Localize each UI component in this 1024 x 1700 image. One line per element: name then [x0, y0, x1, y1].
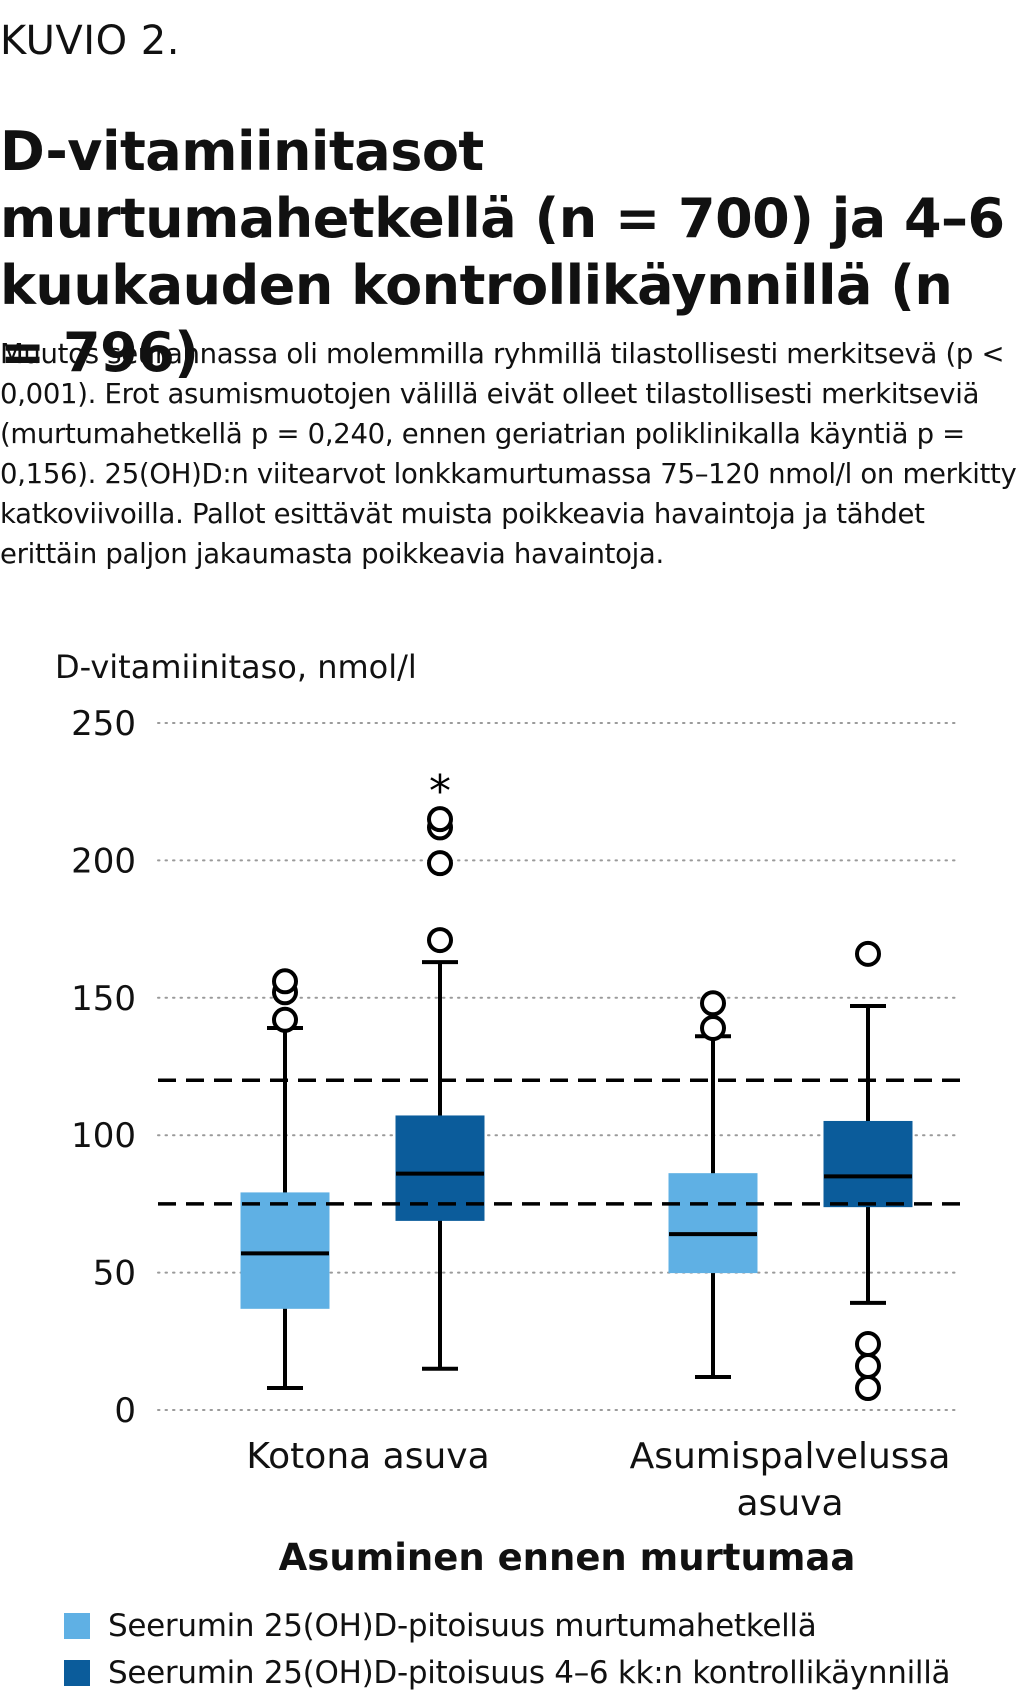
legend-label-followup: Seerumin 25(OH)D-pitoisuus 4–6 kk:n kont… [108, 1654, 951, 1691]
category-label-2-line-2: asuva [737, 1483, 844, 1524]
cat2-box2-outlier-2 [855, 1353, 881, 1380]
cat1-box2-outlier-4 [427, 806, 453, 833]
category-label-1: Kotona asuva [246, 1436, 489, 1477]
cat1-box1-outlier-1 [272, 1006, 298, 1033]
category-label-2-line-1: Asumispalvelussa [630, 1436, 951, 1477]
y-axis-label: D-vitamiinitaso, nmol/l [55, 648, 417, 686]
legend-label-baseline: Seerumin 25(OH)D-pitoisuus murtumahetkel… [108, 1607, 817, 1644]
y-tick-label-250: 250 [71, 704, 136, 744]
chart-subtitle: Muutos seurannassa oli molemmilla ryhmil… [0, 338, 1017, 570]
y-tick-label-150: 150 [71, 979, 136, 1019]
y-tick-label-100: 100 [71, 1116, 136, 1156]
legend-item-followup: Seerumin 25(OH)D-pitoisuus 4–6 kk:n kont… [64, 1649, 951, 1696]
cat2-box1-outlier-1 [700, 1015, 726, 1042]
cat2-box2-iqr [823, 1120, 913, 1208]
legend-swatch-dark [64, 1659, 90, 1686]
cat2-box2-outlier-4 [855, 940, 881, 967]
cat1-box1-iqr [240, 1192, 330, 1309]
chart-title: D-vitamiinitasot murtumahetkellä (n = 70… [0, 120, 1005, 384]
cat1-box2-extreme-1: * [429, 766, 451, 817]
cat1-box2-outlier-2 [427, 850, 453, 877]
y-tick-label-50: 50 [93, 1254, 136, 1294]
cat2-box2-outlier-1 [855, 1375, 881, 1402]
boxplot-chart: D-vitamiinitaso, nmol/l 0 50 100 150 200 250 * K… [55, 648, 961, 1579]
cat1-box1-outlier-3 [272, 968, 298, 995]
chart-legend: Seerumin 25(OH)D-pitoisuus murtumahetkel… [64, 1602, 951, 1696]
cat2-box1-outlier-2 [700, 990, 726, 1017]
cat2-box1-iqr [668, 1173, 758, 1274]
legend-swatch-light [64, 1612, 90, 1639]
y-tick-label-0: 0 [114, 1391, 136, 1431]
x-axis-label: Asuminen ennen murtumaa [279, 1536, 856, 1579]
figure-label: KUVIO 2. [0, 18, 180, 64]
cat1-box2-outlier-1 [427, 927, 453, 954]
cat2-box2-outlier-3 [855, 1331, 881, 1358]
legend-item-baseline: Seerumin 25(OH)D-pitoisuus murtumahetkel… [64, 1602, 950, 1649]
y-tick-label-200: 200 [71, 841, 136, 881]
